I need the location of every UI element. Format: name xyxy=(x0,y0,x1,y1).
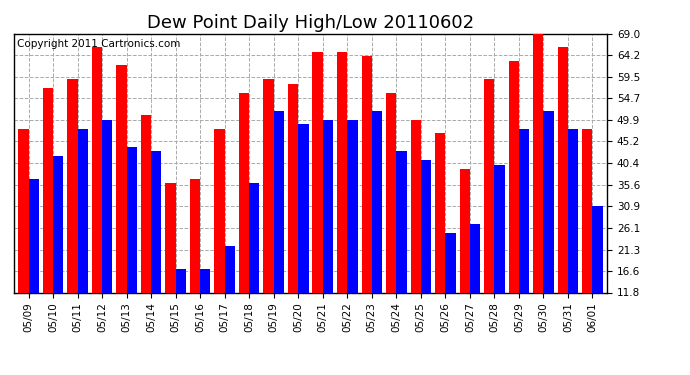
Bar xyxy=(593,206,603,292)
Bar xyxy=(225,246,235,292)
Bar xyxy=(323,120,333,292)
Bar xyxy=(18,129,28,292)
Bar xyxy=(298,124,308,292)
Text: Copyright 2011 Cartronics.com: Copyright 2011 Cartronics.com xyxy=(17,39,180,49)
Bar xyxy=(435,133,445,292)
Bar xyxy=(190,178,200,292)
Title: Dew Point Daily High/Low 20110602: Dew Point Daily High/Low 20110602 xyxy=(147,14,474,32)
Bar xyxy=(117,65,126,292)
Bar xyxy=(43,88,53,292)
Bar xyxy=(533,29,544,292)
Bar xyxy=(495,165,504,292)
Bar xyxy=(558,47,568,292)
Bar xyxy=(372,111,382,292)
Bar xyxy=(347,120,357,292)
Bar xyxy=(470,224,480,292)
Bar xyxy=(176,269,186,292)
Bar xyxy=(215,129,225,292)
Bar xyxy=(519,129,529,292)
Bar xyxy=(264,79,274,292)
Bar xyxy=(484,79,495,292)
Bar xyxy=(102,120,112,292)
Bar xyxy=(92,47,102,292)
Bar xyxy=(313,52,323,292)
Bar xyxy=(200,269,210,292)
Bar xyxy=(166,183,176,292)
Bar xyxy=(568,129,578,292)
Bar xyxy=(411,120,421,292)
Bar xyxy=(28,178,39,292)
Bar xyxy=(509,61,519,292)
Bar xyxy=(141,115,151,292)
Bar xyxy=(249,183,259,292)
Bar xyxy=(126,147,137,292)
Bar xyxy=(274,111,284,292)
Bar xyxy=(239,93,249,292)
Bar xyxy=(362,56,372,292)
Bar xyxy=(421,160,431,292)
Bar xyxy=(53,156,63,292)
Bar xyxy=(396,152,406,292)
Bar xyxy=(544,111,554,292)
Bar xyxy=(337,52,347,292)
Bar xyxy=(582,129,593,292)
Bar xyxy=(445,233,455,292)
Bar xyxy=(460,170,470,292)
Bar xyxy=(288,84,298,292)
Bar xyxy=(386,93,396,292)
Bar xyxy=(77,129,88,292)
Bar xyxy=(67,79,77,292)
Bar xyxy=(151,152,161,292)
